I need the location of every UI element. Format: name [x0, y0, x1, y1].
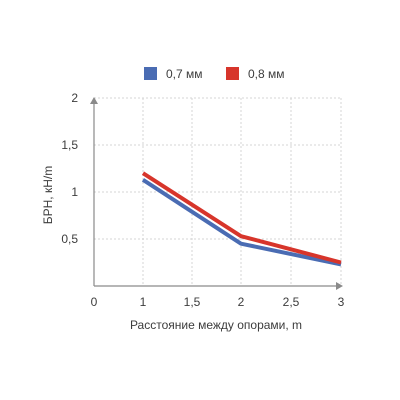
x-axis-title: Расстояние между опорами, m — [130, 318, 302, 332]
x-tick-label: 1 — [140, 295, 147, 309]
series-line-2 — [141, 171, 342, 265]
y-tick-label: 0,5 — [61, 232, 78, 246]
y-axis-arrow — [90, 97, 98, 104]
tick-labels: 0 1 1,5 2 2,5 3 0,5 1 1,5 2 — [61, 91, 344, 309]
y-tick-label: 1,5 — [61, 138, 78, 152]
legend: 0,7 мм 0,8 мм — [144, 67, 285, 81]
series-group — [141, 171, 342, 267]
y-tick-label: 2 — [71, 91, 78, 105]
x-tick-label: 2,5 — [283, 295, 300, 309]
x-axis-arrow — [336, 282, 343, 290]
legend-swatch — [144, 67, 157, 80]
x-tick-label: 0 — [91, 295, 98, 309]
y-axis-title: БРН, кН/m — [41, 166, 55, 224]
axes — [90, 97, 343, 290]
legend-label: 0,7 мм — [166, 67, 203, 81]
x-tick-label: 1,5 — [184, 295, 201, 309]
y-tick-label: 1 — [71, 185, 78, 199]
x-tick-label: 2 — [238, 295, 245, 309]
legend-swatch — [226, 67, 239, 80]
legend-label: 0,8 мм — [248, 67, 285, 81]
x-tick-label: 3 — [338, 295, 345, 309]
